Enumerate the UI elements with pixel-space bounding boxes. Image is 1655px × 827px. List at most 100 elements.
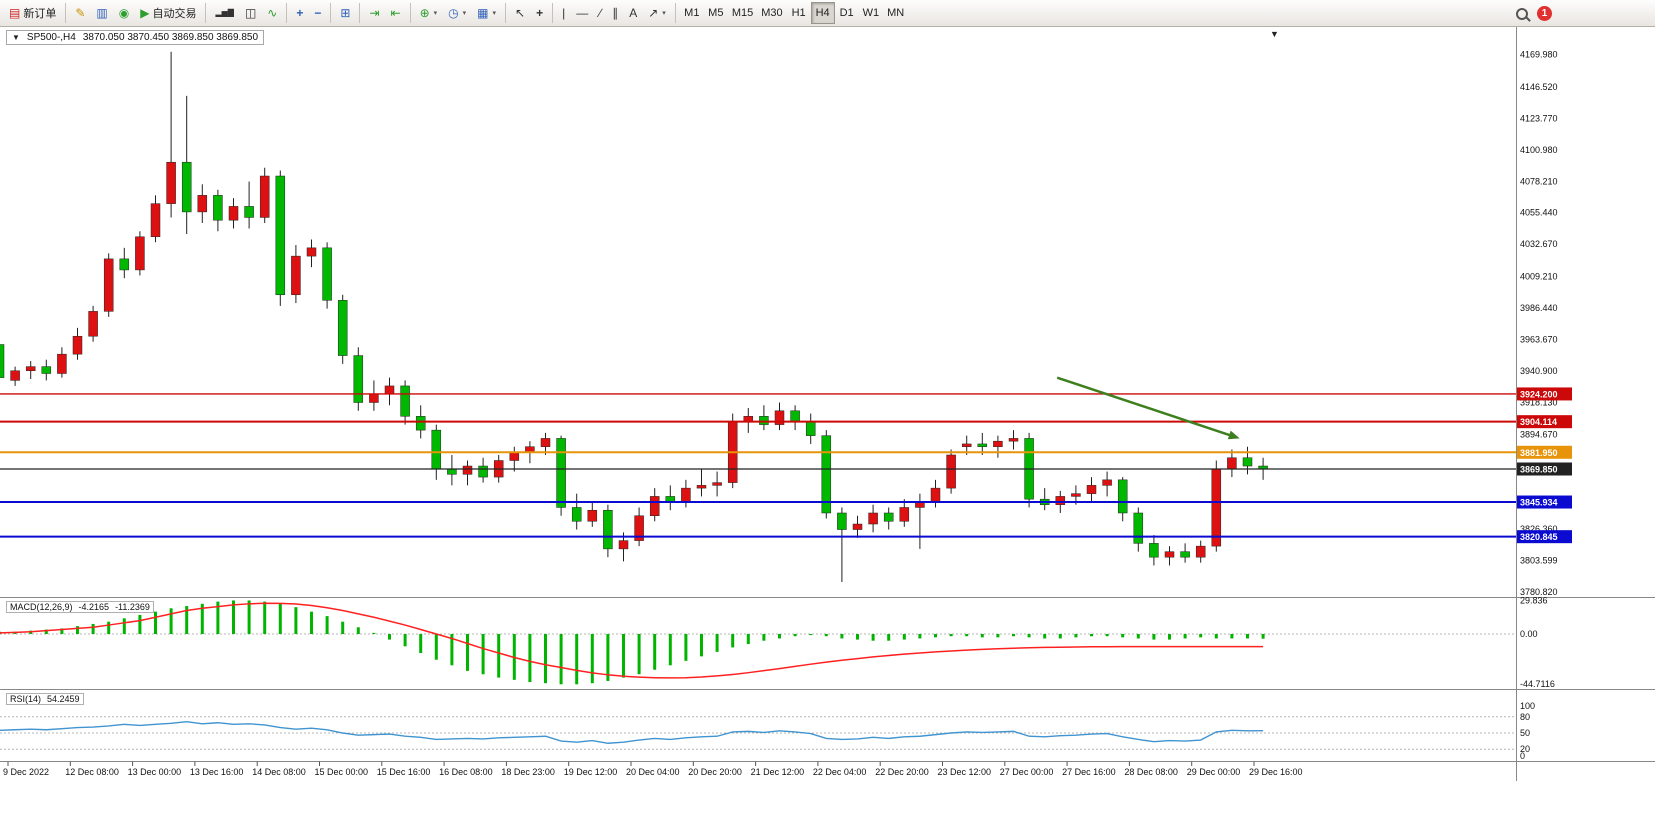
svg-text:21 Dec 12:00: 21 Dec 12:00 xyxy=(751,767,805,777)
svg-text:3940.900: 3940.900 xyxy=(1520,366,1558,376)
bar-chart-button[interactable]: ▂▅▇ xyxy=(210,2,238,24)
search-icon[interactable] xyxy=(1516,7,1528,20)
svg-text:13 Dec 00:00: 13 Dec 00:00 xyxy=(128,767,182,777)
svg-text:22 Dec 04:00: 22 Dec 04:00 xyxy=(813,767,867,777)
svg-text:3803.599: 3803.599 xyxy=(1520,555,1558,565)
zoom-in-icon: + xyxy=(296,6,304,20)
svg-text:13 Dec 16:00: 13 Dec 16:00 xyxy=(190,767,244,777)
new-order-icon: ▤ xyxy=(9,6,21,20)
chart-shift-marker-icon[interactable]: ▼ xyxy=(1270,29,1279,39)
chart-symbol-header: ▼ SP500-,H4 3870.050 3870.450 3869.850 3… xyxy=(6,30,265,45)
periods-button[interactable]: ◷ ▾ xyxy=(443,2,471,24)
templates-button[interactable]: ▦ ▾ xyxy=(472,2,501,24)
channel-icon: ∥ xyxy=(612,6,619,20)
price-axis-layer[interactable]: 4169.980 4146.520 4123.770 4100.980 4078.210… xyxy=(1517,50,1572,761)
line-chart-button[interactable]: ∿ xyxy=(262,2,282,24)
ohlc-values: 3870.050 3870.450 3869.850 3869.850 xyxy=(82,32,259,43)
cursor-icon: ↖ xyxy=(515,6,526,20)
svg-text:12 Dec 08:00: 12 Dec 08:00 xyxy=(65,767,119,777)
cursor-tool-button[interactable]: ↖ xyxy=(510,2,530,24)
chart-shift-button[interactable]: ⇤ xyxy=(386,2,406,24)
notification-badge[interactable]: 1 xyxy=(1537,6,1552,21)
svg-text:4146.520: 4146.520 xyxy=(1520,82,1558,92)
horizontal-line-tool-button[interactable]: — xyxy=(571,2,593,24)
timeframe-button-m15[interactable]: M15 xyxy=(728,2,757,24)
svg-text:3986.440: 3986.440 xyxy=(1520,303,1558,313)
svg-text:0.00: 0.00 xyxy=(1520,629,1538,639)
auto-scroll-button[interactable]: ⇥ xyxy=(364,2,384,24)
chart-svg[interactable]: 4169.980 4146.520 4123.770 4100.980 4078.210… xyxy=(0,27,1655,781)
candlestick-chart-button[interactable]: ◫ xyxy=(240,2,261,24)
svg-text:22 Dec 20:00: 22 Dec 20:00 xyxy=(875,767,929,777)
chevron-down-icon: ▾ xyxy=(662,10,666,17)
svg-text:3869.850: 3869.850 xyxy=(1520,465,1558,475)
zoom-in-button[interactable]: + xyxy=(291,2,308,24)
svg-text:80: 80 xyxy=(1520,712,1530,722)
text-tool-button[interactable]: A xyxy=(624,2,642,24)
svg-text:4169.980: 4169.980 xyxy=(1520,50,1558,60)
toolbar-separator xyxy=(674,3,676,23)
chevron-down-icon: ▾ xyxy=(433,10,438,17)
svg-text:-44.7116: -44.7116 xyxy=(1520,679,1555,689)
svg-text:9 Dec 2022: 9 Dec 2022 xyxy=(3,767,49,777)
new-order-button[interactable]: ▤ 新订单 xyxy=(4,2,61,24)
terminal-button[interactable]: ▥ xyxy=(91,2,112,24)
svg-text:3845.934: 3845.934 xyxy=(1520,498,1558,508)
autotrading-play-icon: ▶ xyxy=(140,6,150,20)
indicators-button[interactable]: ⊕ ▾ xyxy=(415,2,443,24)
time-axis-layer[interactable]: 9 Dec 2022 12 Dec 08:00 13 Dec 00:00 13 Dec… xyxy=(3,761,1303,778)
timeframe-button-w1[interactable]: W1 xyxy=(859,2,884,24)
toolbar-separator xyxy=(65,3,67,23)
arrows-tool-icon: ↗ xyxy=(648,6,659,20)
annotation-layer[interactable] xyxy=(1056,376,1240,440)
svg-text:0: 0 xyxy=(1520,751,1525,761)
toolbar-right: 1 xyxy=(1516,0,1552,27)
community-button[interactable]: ◉ xyxy=(114,2,134,24)
svg-text:29 Dec 00:00: 29 Dec 00:00 xyxy=(1187,767,1241,777)
candlestick-chart-icon: ◫ xyxy=(244,6,257,20)
zoom-out-icon: − xyxy=(314,6,322,20)
tile-windows-button[interactable]: ⊞ xyxy=(335,2,355,24)
hlines-layer[interactable] xyxy=(0,393,1516,538)
vertical-line-icon: | xyxy=(562,6,566,20)
svg-text:3826.360: 3826.360 xyxy=(1520,524,1558,534)
timeframe-button-h1[interactable]: H1 xyxy=(787,2,811,24)
autotrading-button[interactable]: ▶ 自动交易 xyxy=(135,2,201,24)
toolbar-separator xyxy=(552,3,554,23)
svg-text:4078.210: 4078.210 xyxy=(1520,176,1558,186)
arrows-tool-button[interactable]: ↗ ▾ xyxy=(643,2,671,24)
toolbar: ▤ 新订单 ✎ ▥ ◉ ▶ 自动交易 ▂▅▇ ◫ ∿ + xyxy=(0,0,1655,27)
svg-text:20 Dec 04:00: 20 Dec 04:00 xyxy=(626,767,680,777)
macd-value: -4.2165 xyxy=(78,602,110,612)
timeframe-button-mn[interactable]: MN xyxy=(883,2,908,24)
svg-text:27 Dec 16:00: 27 Dec 16:00 xyxy=(1062,767,1116,777)
vertical-line-tool-button[interactable]: | xyxy=(557,2,570,24)
svg-text:16 Dec 08:00: 16 Dec 08:00 xyxy=(439,767,493,777)
trendline-tool-button[interactable]: ∕ xyxy=(594,2,606,24)
svg-text:20: 20 xyxy=(1520,744,1530,754)
timeframe-button-m5[interactable]: M5 xyxy=(704,2,728,24)
periods-clock-icon: ◷ xyxy=(448,6,459,20)
timeframe-button-d1[interactable]: D1 xyxy=(835,2,859,24)
tile-windows-icon: ⊞ xyxy=(340,6,351,20)
zoom-out-button[interactable]: − xyxy=(309,2,326,24)
svg-text:3963.670: 3963.670 xyxy=(1520,334,1558,344)
toolbar-separator xyxy=(359,3,361,23)
svg-text:15 Dec 00:00: 15 Dec 00:00 xyxy=(315,767,369,777)
macd-header: MACD(12,26,9) -4.2165 -11.2369 xyxy=(6,601,154,613)
macd-layer xyxy=(0,600,1516,685)
timeframe-button-m1[interactable]: M1 xyxy=(680,2,704,24)
timeframe-button-h4[interactable]: H4 xyxy=(810,2,835,24)
rsi-name: RSI(14) xyxy=(10,694,42,704)
toolbar-separator xyxy=(286,3,288,23)
svg-text:23 Dec 12:00: 23 Dec 12:00 xyxy=(938,767,992,777)
toolbar-separator xyxy=(330,3,332,23)
svg-text:4100.980: 4100.980 xyxy=(1520,145,1558,155)
metaeditor-button[interactable]: ✎ xyxy=(70,2,90,24)
timeframe-button-m30[interactable]: M30 xyxy=(757,2,786,24)
crosshair-tool-button[interactable]: + xyxy=(531,2,548,24)
channel-tool-button[interactable]: ∥ xyxy=(607,2,623,24)
rsi-value: 54.2459 xyxy=(47,694,80,704)
symbol-dropdown-icon[interactable]: ▼ xyxy=(12,33,20,42)
svg-text:4055.440: 4055.440 xyxy=(1520,208,1558,218)
